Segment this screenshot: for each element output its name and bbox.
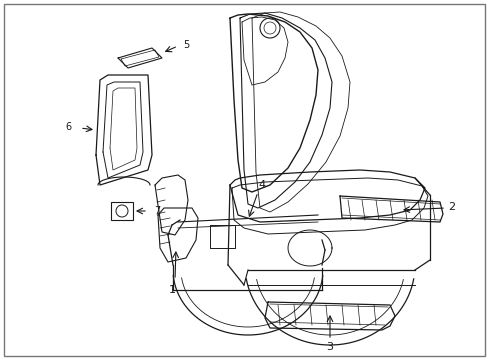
Text: 1: 1 (168, 285, 175, 295)
Text: 2: 2 (447, 202, 455, 212)
Text: 7: 7 (154, 206, 160, 216)
Bar (111, 202, 133, 220)
Text: 4: 4 (258, 180, 265, 190)
Text: 3: 3 (326, 342, 333, 352)
Text: 5: 5 (183, 40, 189, 50)
Text: 6: 6 (65, 122, 71, 132)
